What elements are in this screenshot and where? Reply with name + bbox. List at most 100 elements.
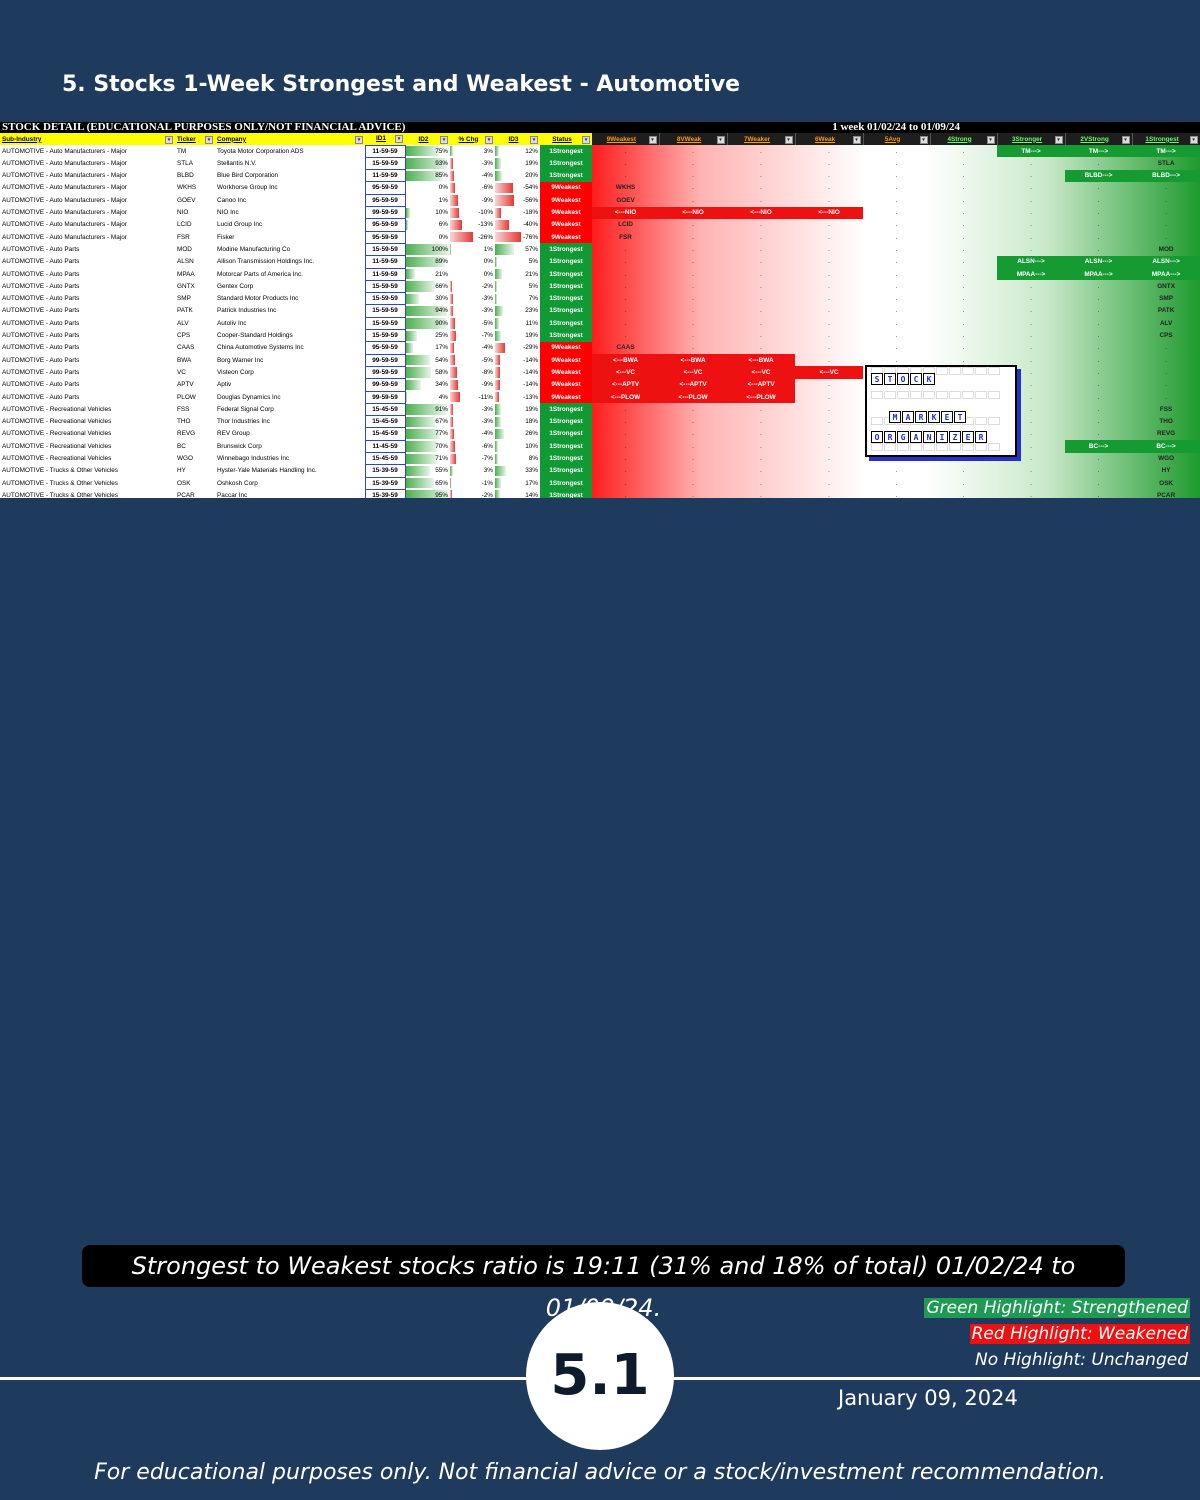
cell-value: 0% [483,258,493,266]
cell-ticker: WGO [177,455,193,463]
filter-dropdown-icon[interactable]: ▾ [582,135,591,144]
data-bar [495,428,504,440]
filter-dropdown-icon[interactable]: ▾ [205,135,213,144]
cell-ticker: HY [177,467,186,475]
data-bar [495,478,501,489]
cell-id1: 15-59-59 [364,279,406,294]
cell-id3: 18% [495,416,540,428]
cell-value: 1% [438,196,448,204]
cell-company: Oshkosh Corp [217,479,258,487]
filter-dropdown-icon[interactable]: ▾ [485,135,493,144]
cell-pct-chg: -1% [450,477,495,489]
filter-dropdown-icon[interactable]: ▾ [395,135,403,144]
column-header[interactable]: % Chg ▾ [450,133,495,146]
column-header[interactable]: 6Weak ▾ [795,133,864,146]
cell-id2: 10% [405,207,450,219]
cell-value: -4% [481,430,493,438]
data-bar [450,392,460,403]
cell-signal: . [692,344,694,352]
cell-status: 1Strongest [540,304,593,318]
column-header[interactable]: Status ▾ [540,133,593,146]
cell-ticker: CAAS [177,344,195,352]
cell-id3: -76% [495,231,540,243]
filter-dropdown-icon[interactable]: ▾ [648,135,657,144]
cell-status: 1Strongest [540,415,593,428]
cell-sub-industry: AUTOMOTIVE - Auto Manufacturers - Major [2,233,127,241]
column-header[interactable]: ID1 ▾ [365,133,405,146]
cell-signal: . [1165,184,1167,192]
column-header[interactable]: Ticker ▾ [175,133,215,146]
cell-signal: . [895,307,898,315]
logo-grid-texture [871,443,1000,451]
cell-signal: . [1030,172,1032,180]
cell-status: 1Strongest [540,255,593,269]
filter-dropdown-icon[interactable]: ▾ [784,135,793,144]
data-bar [450,342,454,354]
cell-signal: MPAA---> [1065,268,1133,281]
column-header[interactable]: ID3 ▾ [495,133,540,146]
cell-status: 1Strongest [540,280,593,293]
cell-value: 57% [525,245,538,253]
cell-status: 9Weakest [540,194,593,207]
column-header[interactable]: Company ▾ [215,133,365,146]
cell-ticker: THO [177,418,191,426]
logo-letter: R [975,431,987,443]
cell-signal: . [692,245,694,253]
cell-signal: . [828,245,830,253]
cell-signal: . [895,258,898,266]
filter-dropdown-icon[interactable]: ▾ [986,135,995,144]
column-header[interactable]: 8VWeak ▾ [659,133,728,146]
cell-value: 66% [435,282,448,290]
column-header[interactable]: Sub-Industry ▾ [0,133,175,146]
cell-value: 26% [525,430,538,438]
filter-dropdown-icon[interactable]: ▾ [530,135,538,144]
column-header[interactable]: 2VStrong ▾ [1065,133,1133,146]
filter-dropdown-icon[interactable]: ▾ [852,135,861,144]
cell-signal: . [828,381,830,389]
cell-value: 33% [525,467,538,475]
cell-company: NIO Inc [217,209,239,217]
cell-ticker: NIO [177,209,189,217]
cell-signal: . [1097,344,1100,352]
filter-dropdown-icon[interactable]: ▾ [355,135,363,144]
column-header[interactable]: 3Stronger ▾ [997,133,1066,146]
filter-dropdown-icon[interactable]: ▾ [440,135,448,144]
filter-dropdown-icon[interactable]: ▾ [1054,135,1063,144]
cell-signal: . [1097,319,1100,327]
cell-signal: . [962,307,965,315]
cell-signal: . [1097,356,1100,364]
cell-id2: 1% [405,194,450,206]
table-header-row: Sub-Industry ▾ Ticker ▾ Company ▾ ID1 ▾ ID2 ▾% Ch… [0,133,1200,146]
cell-signal: . [828,455,830,463]
cell-sub-industry: AUTOMOTIVE - Recreational Vehicles [2,442,112,450]
filter-dropdown-icon[interactable]: ▾ [919,135,928,144]
column-header[interactable]: 1Strongest ▾ [1132,133,1200,146]
cell-signal: . [1030,307,1032,315]
cell-signal: <---VC [795,366,864,379]
column-header[interactable]: 9Weakest ▾ [592,133,660,146]
data-bar [495,207,502,218]
cell-status: 9Weakest [540,206,593,219]
data-bar [450,428,454,440]
cell-signal: . [760,282,762,290]
data-bar [495,416,502,427]
legend-no-highlight: No Highlight: Unchanged [975,1350,1188,1370]
cell-value: -9% [481,196,493,204]
cell-value: 3% [483,147,493,155]
cell-company: Cooper-Standard Holdings [217,332,293,340]
column-header[interactable]: 5Avg ▾ [863,133,931,146]
cell-sub-industry: AUTOMOTIVE - Trucks & Other Vehicles [2,467,119,475]
cell-signal: BLBD---> [1065,169,1133,182]
filter-dropdown-icon[interactable]: ▾ [716,135,725,144]
cell-signal: . [828,196,830,204]
cell-id3: 5% [495,280,540,292]
cell-value: -4% [481,172,493,180]
column-header[interactable]: 7Weaker ▾ [727,133,796,146]
filter-dropdown-icon[interactable]: ▾ [1189,135,1198,144]
filter-dropdown-icon[interactable]: ▾ [165,135,173,144]
cell-signal: STLA [1157,159,1175,167]
cell-status: 1Strongest [540,157,593,170]
column-header[interactable]: ID2 ▾ [405,133,450,146]
filter-dropdown-icon[interactable]: ▾ [1121,135,1130,144]
column-header[interactable]: 4Strong ▾ [930,133,998,146]
